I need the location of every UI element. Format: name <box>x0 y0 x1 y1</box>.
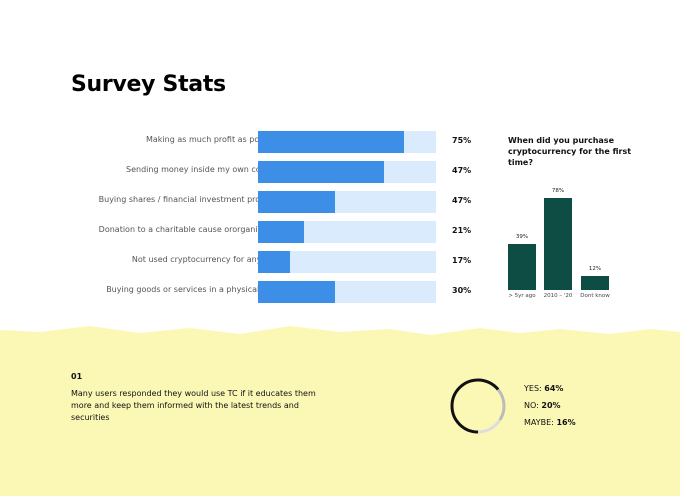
hbar-fill <box>258 221 305 243</box>
donut-chart <box>450 378 506 434</box>
hbar-row: Not used cryptocurrency for anything 17% <box>40 251 480 273</box>
hbar-track <box>258 281 436 303</box>
vbar-chart-title: When did you purchase cryptocurrency for… <box>508 136 632 167</box>
legend-label: YES: <box>524 384 542 393</box>
yellow-wave-background <box>0 326 680 496</box>
hbar-category-label: Sending money inside my own country <box>126 165 282 174</box>
hbar-fill <box>258 251 291 273</box>
note-number: 01 <box>71 372 83 381</box>
hbar-track <box>258 251 436 273</box>
hbar-value-label: 47% <box>452 166 472 175</box>
donut-segment <box>450 378 506 434</box>
hbar-track <box>258 191 436 213</box>
hbar-track <box>258 131 436 153</box>
hbar-track <box>258 221 436 243</box>
legend-label: NO: <box>524 401 539 410</box>
vbar <box>581 275 609 290</box>
hbar-value-label: 21% <box>452 226 472 235</box>
hbar-value-label: 47% <box>452 196 472 205</box>
hbar-category-label: Making as much profit as possible <box>145 135 282 144</box>
legend-value: 20% <box>541 401 561 410</box>
hbar-row: Sending money inside my own country 47% <box>40 161 480 183</box>
hbar-row: Making as much profit as possible 75% <box>40 131 480 153</box>
hbar-fill <box>258 191 335 213</box>
hbar-row: Donation to a charitable cause ororganis… <box>40 221 480 243</box>
vbar-category-label: 2010 – '20 <box>543 293 573 299</box>
vbar-value-label: 12% <box>588 265 602 272</box>
vbar <box>508 244 536 290</box>
page-title: Survey Stats <box>71 72 226 97</box>
hbar-value-label: 75% <box>452 136 472 145</box>
hbar-row: Buying shares / financial investment pro… <box>40 191 480 213</box>
donut-segment <box>450 378 506 434</box>
hbar-category-label: Not used cryptocurrency for anything <box>131 255 282 264</box>
legend-item: MAYBE: 16% <box>524 418 576 435</box>
hbar-value-label: 17% <box>452 256 472 265</box>
legend-item: NO: 20% <box>524 401 576 418</box>
legend-label: MAYBE: <box>524 418 554 427</box>
hbar-category-label: Buying goods or services in a physical s… <box>106 285 282 294</box>
vbar-value-label: 39% <box>515 234 529 240</box>
legend-value: 16% <box>556 418 576 427</box>
hbar-category-label: Donation to a charitable cause ororganis… <box>98 225 282 234</box>
hbar-fill <box>258 161 385 183</box>
hbar-row: Buying goods or services in a physical s… <box>40 281 480 303</box>
vbar <box>544 198 572 290</box>
vbar-category-label: > 5yr ago <box>508 293 536 299</box>
horizontal-bar-chart: Making as much profit as possible 75% Se… <box>40 126 480 311</box>
note-text: Many users responded they would use TC i… <box>71 389 316 422</box>
hbar-value-label: 30% <box>452 286 472 295</box>
vertical-bar-chart: 39% > 5yr ago 78% 2010 – '20 12% Dont kn… <box>500 180 630 305</box>
hbar-track <box>258 161 436 183</box>
hbar-category-label: Buying shares / financial investment pro… <box>98 195 282 204</box>
legend-item: YES: 64% <box>524 384 576 401</box>
vbar-value-label: 78% <box>551 188 565 194</box>
hbar-fill <box>258 131 404 153</box>
legend-value: 64% <box>544 384 564 393</box>
vbar-category-label: Dont know <box>580 293 610 299</box>
donut-legend: YES: 64% NO: 20% MAYBE: 16% <box>524 384 576 435</box>
hbar-fill <box>258 281 335 303</box>
